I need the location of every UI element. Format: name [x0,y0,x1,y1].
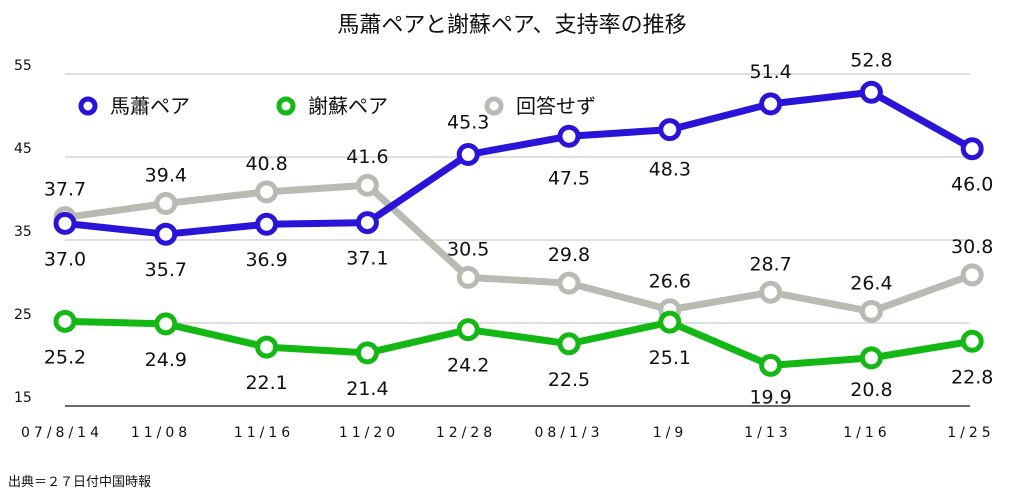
data-label: 30.5 [447,238,489,260]
data-labels: 37.7 39.4 40.8 41.6 30.5 29.8 26.6 28.7 26.4 30.8… [44,49,994,408]
data-label: 37.7 [44,179,86,201]
series-line [61,181,976,315]
data-label: 28.7 [749,253,791,275]
y-axis-ticks: 15 25 35 45 55 [14,58,32,406]
data-label: 22.8 [951,366,993,388]
data-point [355,341,379,365]
data-label: 51.4 [749,61,791,83]
x-tick-label: 11/08 [131,425,191,441]
data-point [759,353,783,377]
legend-marker [484,96,504,116]
data-point [456,143,480,167]
legend-marker [276,96,296,116]
x-tick-label: 11/16 [234,425,294,441]
gridlines [65,73,970,407]
data-point [658,118,682,142]
y-tick-label: 45 [14,141,32,157]
data-point [355,173,379,197]
data-point [53,211,77,235]
data-point [154,312,178,336]
data-label: 30.8 [951,236,993,258]
data-label: 39.4 [145,164,187,186]
data-label: 52.8 [850,49,892,71]
data-label: 21.4 [346,378,388,400]
x-tick-label: 1/9 [653,425,688,441]
data-label: 22.5 [548,369,590,391]
legend-marker [78,96,98,116]
data-label: 36.9 [245,249,287,271]
x-tick-label: 11/20 [339,425,399,441]
series-line [61,317,976,369]
chart-title: 馬蕭ペアと謝蘇ペア、支持率の推移 [337,13,686,38]
x-tick-label: 12/28 [436,425,496,441]
data-label: 47.5 [548,167,590,189]
data-point [456,318,480,342]
data-point [859,346,883,370]
data-label: 45.3 [447,112,489,134]
x-tick-label: 1/25 [947,425,994,441]
data-point [154,191,178,215]
data-point [859,299,883,323]
data-label: 25.2 [44,346,86,368]
data-point [355,211,379,235]
data-label: 24.9 [145,349,187,371]
series-lines [61,88,976,369]
x-tick-label: 1/13 [744,425,791,441]
data-label: 26.6 [649,271,691,293]
data-label: 40.8 [245,153,287,175]
data-label: 46.0 [951,174,993,196]
data-point [658,310,682,334]
data-label: 20.8 [850,379,892,401]
legend-label: 馬蕭ペア [110,94,190,118]
data-point [859,80,883,104]
data-label: 19.9 [749,386,791,408]
data-point [255,335,279,359]
data-label: 26.4 [850,272,892,294]
x-tick-label: 08/1/3 [534,425,603,441]
series-points [53,80,984,377]
data-point [960,329,984,353]
x-axis-ticks: 07/8/14 11/08 11/16 11/20 12/28 08/1/3 1/9 1/13… [21,425,994,441]
data-label: 22.1 [245,372,287,394]
data-point [960,137,984,161]
x-tick-label: 1/16 [843,425,890,441]
data-point [456,265,480,289]
x-tick-label: 07/8/14 [21,425,103,441]
data-label: 29.8 [548,244,590,266]
data-point [960,263,984,287]
data-point [759,92,783,116]
data-point [557,332,581,356]
data-point [53,309,77,333]
data-label: 24.2 [447,355,489,377]
data-label: 41.6 [346,146,388,168]
data-label: 48.3 [649,159,691,181]
y-tick-label: 25 [14,307,32,323]
legend-label: 謝蘇ペア [308,94,388,118]
data-label: 35.7 [145,259,187,281]
series-line [61,88,976,238]
data-point [255,212,279,236]
data-point [154,222,178,246]
legend: 馬蕭ペア 謝蘇ペア 回答せず [78,94,596,118]
data-label: 37.1 [346,248,388,270]
data-label: 25.1 [649,347,691,369]
y-tick-label: 55 [14,58,32,74]
y-tick-label: 15 [14,390,32,406]
data-point [557,271,581,295]
data-point [759,280,783,304]
source-note: 出典＝２７日付中国時報 [8,475,151,490]
legend-label: 回答せず [516,94,596,118]
data-label: 37.0 [44,248,86,270]
data-point [255,180,279,204]
data-point [557,124,581,148]
y-tick-label: 35 [14,224,32,240]
